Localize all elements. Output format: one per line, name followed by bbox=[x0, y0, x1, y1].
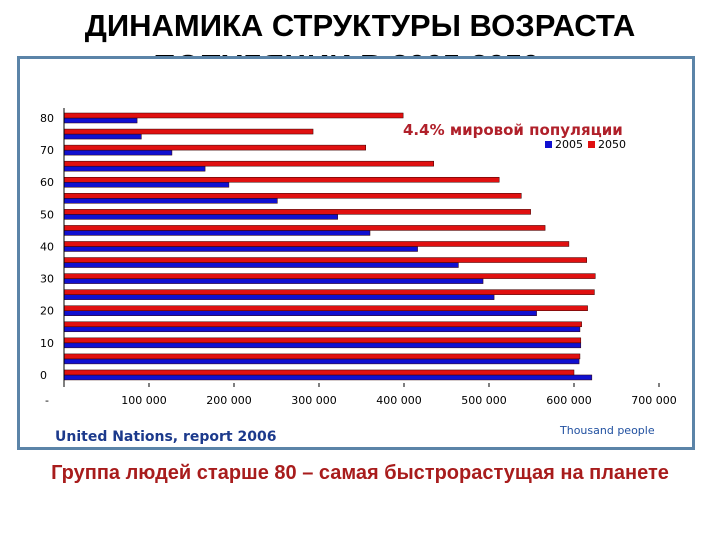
bar-2005-age-5 bbox=[63, 358, 580, 365]
bar-2005-age-0 bbox=[63, 374, 593, 381]
bar-2050-age-15 bbox=[63, 321, 582, 328]
x-tick-label: - bbox=[45, 394, 49, 407]
legend-swatch-2005 bbox=[545, 141, 552, 148]
y-tick-label: 70 bbox=[40, 144, 54, 157]
unit-label: Thousand people bbox=[559, 424, 655, 437]
bar-2005-age-50 bbox=[63, 214, 338, 220]
y-tick-label: 30 bbox=[40, 273, 54, 286]
source-text: United Nations, report 2006 bbox=[55, 429, 276, 445]
bar-2050-age-25 bbox=[63, 289, 595, 295]
x-tick-label: 100 000 bbox=[121, 394, 167, 407]
bar-2050-age-45 bbox=[63, 225, 546, 231]
y-tick-label: 10 bbox=[40, 337, 54, 350]
bar-2005-age-70 bbox=[63, 149, 173, 156]
legend: 2005 2050 bbox=[545, 138, 626, 151]
bar-2005-age-80 bbox=[63, 117, 138, 124]
y-tick-label: 20 bbox=[40, 305, 54, 318]
bar-2050-age-50 bbox=[63, 209, 531, 215]
bar-2050-age-60 bbox=[63, 176, 500, 183]
y-tick-label: 40 bbox=[40, 240, 54, 253]
y-tick-label: 0 bbox=[40, 369, 47, 382]
legend-label-2050: 2050 bbox=[598, 138, 626, 151]
x-tick-label: 500 000 bbox=[461, 394, 507, 407]
bar-2050-age-5 bbox=[63, 353, 581, 360]
bar-2050-age-80 bbox=[63, 112, 404, 119]
bar-2050-age-30 bbox=[63, 273, 596, 279]
bar-2050-age-40 bbox=[63, 241, 570, 247]
bar-2005-age-15 bbox=[63, 326, 581, 333]
bar-2050-age-65 bbox=[63, 160, 434, 167]
annotation-text: 4.4% мировой популяции bbox=[403, 121, 623, 139]
legend-swatch-2050 bbox=[588, 141, 595, 148]
legend-label-2005: 2005 bbox=[555, 138, 583, 151]
bar-2050-age-70 bbox=[63, 144, 366, 151]
x-tick-label: 200 000 bbox=[206, 394, 252, 407]
bar-2050-age-20 bbox=[63, 305, 588, 311]
bar-2050-age-75 bbox=[63, 128, 314, 135]
y-tick-label: 80 bbox=[40, 112, 54, 125]
bar-2050-age-10 bbox=[63, 337, 582, 344]
x-tick-label: 400 000 bbox=[376, 394, 422, 407]
footer-text: Группа людей старше 80 – самая быстрорас… bbox=[51, 462, 669, 484]
bar-2050-age-0 bbox=[63, 369, 575, 376]
bar-2005-age-20 bbox=[63, 310, 537, 316]
x-tick-label: 300 000 bbox=[291, 394, 337, 407]
title-line-1: ДИНАМИКА СТРУКТУРЫ ВОЗРАСТА bbox=[84, 8, 636, 43]
bar-2050-age-55 bbox=[63, 193, 522, 199]
y-tick-label: 60 bbox=[40, 176, 54, 189]
bar-2005-age-75 bbox=[63, 133, 142, 140]
bar-2005-age-55 bbox=[63, 198, 278, 204]
x-tick-label: 700 000 bbox=[631, 394, 677, 407]
bar-2005-age-10 bbox=[63, 342, 582, 349]
bar-2005-age-25 bbox=[63, 294, 495, 300]
bar-2005-age-45 bbox=[63, 230, 371, 236]
x-tick-label: 600 000 bbox=[546, 394, 592, 407]
bar-2005-age-65 bbox=[63, 165, 206, 172]
bar-2005-age-60 bbox=[63, 181, 230, 188]
bar-2005-age-35 bbox=[63, 262, 459, 268]
bar-2005-age-30 bbox=[63, 278, 484, 284]
bar-2005-age-40 bbox=[63, 246, 418, 252]
bar-2050-age-35 bbox=[63, 257, 587, 263]
y-tick-label: 50 bbox=[40, 208, 54, 221]
